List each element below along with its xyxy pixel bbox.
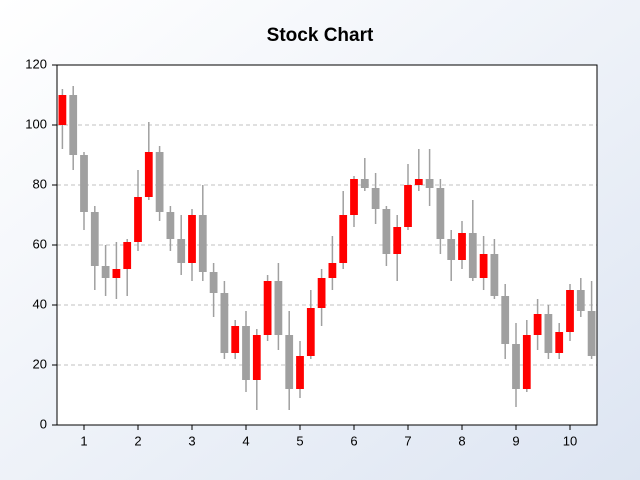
candle-body [317, 278, 326, 308]
y-tick-label: 40 [33, 296, 47, 311]
x-tick-label: 9 [512, 433, 519, 448]
candle-body [231, 326, 240, 353]
candle-body [220, 293, 229, 353]
x-tick-label: 10 [563, 433, 577, 448]
candle-body [134, 197, 142, 242]
candle-body [101, 266, 110, 278]
x-tick-label: 4 [242, 433, 249, 448]
candle-body [468, 233, 477, 278]
candle-body [501, 296, 510, 344]
candle-body [350, 179, 358, 215]
candle-body [198, 215, 207, 272]
candle-body [533, 314, 542, 335]
candle-body [371, 188, 380, 209]
candle-body [576, 290, 585, 311]
candle-body [306, 308, 315, 356]
x-tick-label: 2 [134, 433, 141, 448]
candle-body [458, 233, 466, 260]
candle-body [58, 95, 67, 125]
x-tick-label: 1 [80, 433, 87, 448]
candle-body [393, 227, 402, 254]
candle-body [90, 212, 99, 266]
candle-body [566, 290, 574, 332]
candle-body [296, 356, 304, 389]
candle-body [414, 179, 423, 185]
candle-body [447, 239, 456, 260]
x-tick-label: 6 [350, 433, 357, 448]
candle-body [490, 254, 499, 296]
candle-body [339, 215, 348, 263]
candle-body [587, 311, 596, 356]
candle-body [436, 188, 445, 239]
candle-body [69, 95, 78, 155]
candle-body [544, 314, 553, 353]
candle-body [177, 239, 186, 263]
x-tick-label: 7 [404, 433, 411, 448]
y-tick-label: 120 [25, 56, 47, 71]
candle-body [242, 326, 250, 380]
x-tick-label: 3 [188, 433, 195, 448]
y-tick-label: 0 [40, 416, 47, 431]
y-tick-label: 80 [33, 176, 47, 191]
candle-body [112, 269, 121, 278]
candle-body [512, 344, 520, 389]
x-tick-label: 5 [296, 433, 303, 448]
candle-body [382, 209, 391, 254]
candle-body [80, 155, 88, 212]
candle-body [166, 212, 175, 239]
candle-body [144, 152, 153, 197]
candle-body [263, 281, 272, 335]
y-tick-label: 60 [33, 236, 47, 251]
candle-body [555, 332, 564, 353]
candles [58, 86, 596, 410]
chart-title: Stock Chart [267, 25, 374, 46]
y-tick-label: 100 [25, 116, 47, 131]
candle-body [209, 272, 218, 293]
candle-body [522, 335, 531, 389]
candle-body [479, 254, 488, 278]
candle-body [188, 215, 196, 263]
candle-body [285, 335, 294, 389]
candle-body [123, 242, 132, 269]
candle-body [360, 179, 369, 188]
candle-body [252, 335, 261, 380]
candle-body [328, 263, 337, 278]
y-tick-label: 20 [33, 356, 47, 371]
candle-body [425, 179, 434, 188]
x-tick-label: 8 [458, 433, 465, 448]
candle-body [404, 185, 412, 227]
candle-body [155, 152, 164, 212]
candle-body [274, 281, 283, 335]
